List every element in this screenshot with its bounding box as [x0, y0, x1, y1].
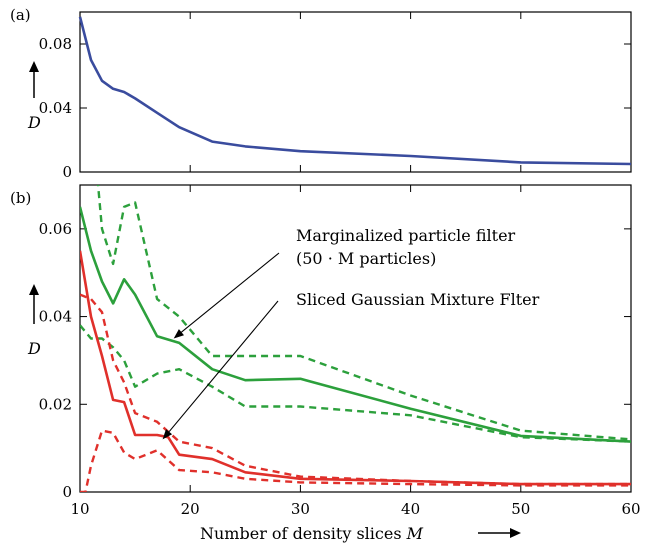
panel-b-x-arrowhead-icon — [510, 528, 521, 538]
panel-a-y-tick-label: 0.04 — [39, 99, 72, 117]
panel-b-y-ticks: 0 0.02 0.04 0.06 — [39, 220, 631, 501]
panel-b-x-tick-label: 30 — [291, 500, 310, 518]
panel-b-frame — [79, 184, 632, 493]
panel-b-label: (b) — [10, 189, 31, 207]
panel-b-series-line-0 — [80, 206, 631, 443]
panel-b-y-tick-label: 0.04 — [39, 308, 72, 326]
panel-b-x-tick-label: 10 — [70, 500, 89, 518]
panel-a-y-tick-label: 0.08 — [39, 35, 72, 53]
panel-b-xlabel-var: M — [406, 524, 424, 543]
panel-b-xlabel-text: Number of density slices — [200, 524, 402, 543]
annotation-marginalized-arrow-line — [181, 252, 280, 333]
annotation-sliced-arrow-line — [168, 300, 279, 433]
panel-b-series-line-5 — [80, 429, 631, 492]
panel-a: (a) 0 0.04 0.08 D — [10, 6, 632, 181]
panel-a-frame — [79, 11, 632, 173]
panel-a-y-tick-label: 0 — [62, 163, 72, 181]
panel-b-ylabel: D — [27, 339, 41, 358]
panel-b-x-tick-label: 20 — [181, 500, 200, 518]
annotation-marginalized: Marginalized particle filter (50 · M par… — [173, 226, 516, 339]
panel-a-ylabel: D — [27, 113, 41, 132]
panel-b-y-tick-label: 0 — [62, 483, 72, 501]
panel-b-x-tick-label: 50 — [511, 500, 530, 518]
panel-b-xlabel: Number of density slices M — [200, 524, 424, 543]
panel-b-x-ticks: 10 20 30 40 50 60 — [70, 185, 641, 518]
panel-b-x-tick-label: 60 — [621, 500, 640, 518]
panel-b-ylabel-group: D — [27, 284, 41, 358]
panel-b-xlabel-group: Number of density slices M — [200, 524, 521, 543]
panel-b-series — [80, 185, 631, 492]
panel-b-y-tick-label: 0.02 — [39, 395, 72, 413]
panel-a-label: (a) — [10, 6, 31, 24]
panel-a-ylabel-group: D — [27, 61, 41, 132]
annotation-marginalized-line2: (50 · M particles) — [296, 249, 436, 268]
annotation-marginalized-line1: Marginalized particle filter — [296, 226, 516, 245]
panel-a-y-arrowhead-icon — [29, 61, 39, 72]
annotation-sliced-arrowhead-icon — [162, 429, 173, 440]
panel-b-y-arrowhead-icon — [29, 284, 39, 295]
annotation-sliced-line1: Sliced Gaussian Mixture Flter — [296, 290, 540, 309]
panel-a-series-line-0 — [78, 16, 632, 166]
panel-b-series-line-1 — [96, 185, 631, 441]
panel-b-series-line-3 — [80, 250, 631, 486]
panel-b-y-tick-label: 0.06 — [39, 220, 72, 238]
panel-b: (b) 0 0.02 0.04 0.06 10 20 30 40 50 60 D Margina… — [10, 184, 641, 543]
annotation-sliced: Sliced Gaussian Mixture Flter — [162, 290, 540, 440]
annotation-marginalized-arrowhead-icon — [173, 329, 184, 339]
panel-a-y-ticks: 0 0.04 0.08 — [39, 12, 632, 181]
panel-b-series-line-2 — [80, 324, 631, 443]
panel-a-series — [78, 16, 632, 166]
panel-b-x-tick-label: 40 — [401, 500, 420, 518]
